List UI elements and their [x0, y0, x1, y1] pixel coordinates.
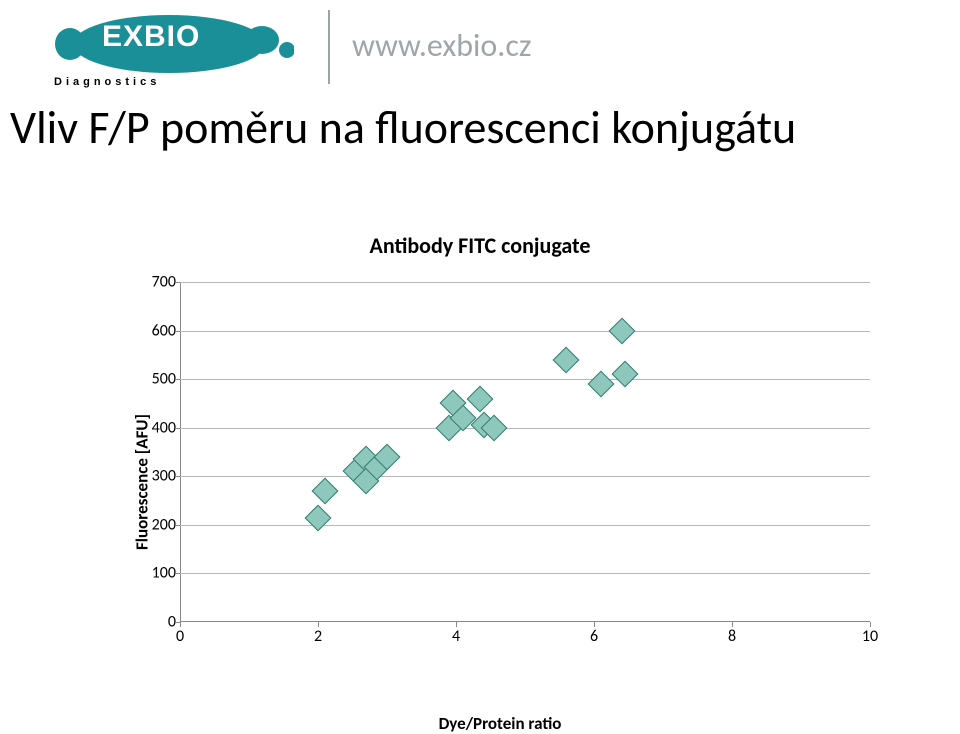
- y-tick-label: 400: [144, 418, 176, 437]
- gridline: [180, 331, 870, 332]
- x-tick-label: 6: [590, 627, 598, 646]
- y-tick-label: 300: [144, 467, 176, 486]
- x-tick-label: 10: [862, 627, 878, 646]
- x-tick-label: 4: [452, 627, 460, 646]
- y-tick-label: 600: [144, 321, 176, 340]
- gridline: [180, 282, 870, 283]
- data-point: [467, 385, 494, 412]
- diagnostics-label: Diagnostics: [54, 76, 160, 88]
- gridline: [180, 525, 870, 526]
- y-tick-mark: [175, 573, 180, 574]
- plot-area: 0246810: [180, 282, 870, 622]
- header-divider: [328, 10, 330, 84]
- y-tick-mark: [175, 379, 180, 380]
- y-tick-mark: [175, 331, 180, 332]
- y-tick-mark: [175, 282, 180, 283]
- header: EXBIO Diagnostics www.exbio.cz: [50, 14, 920, 114]
- x-tick-label: 0: [176, 627, 184, 646]
- chart: Fluorescence [AFU] Dye/Protein ratio 010…: [110, 282, 890, 682]
- y-tick-mark: [175, 525, 180, 526]
- data-point: [553, 346, 580, 373]
- x-tick-label: 8: [728, 627, 736, 646]
- logo-text-pre: EXBI: [102, 20, 176, 53]
- y-tick-label: 100: [144, 564, 176, 583]
- y-tick-label: 700: [144, 273, 176, 292]
- x-tick-label: 2: [314, 627, 322, 646]
- data-point: [608, 317, 635, 344]
- y-tick-mark: [175, 428, 180, 429]
- page: EXBIO Diagnostics www.exbio.cz Vliv F/P …: [0, 0, 960, 724]
- y-tick-label: 0: [144, 613, 176, 632]
- logo-text-o: O: [176, 20, 200, 54]
- data-point: [612, 361, 639, 388]
- logo-text: EXBIO: [102, 20, 200, 54]
- gridline: [180, 379, 870, 380]
- header-url: www.exbio.cz: [352, 26, 531, 65]
- data-point: [311, 477, 338, 504]
- gridline: [180, 573, 870, 574]
- chart-title: Antibody FITC conjugate: [0, 232, 960, 259]
- x-axis-line: [180, 621, 870, 622]
- data-point: [305, 504, 332, 531]
- gridline: [180, 476, 870, 477]
- y-axis-line: [180, 282, 181, 622]
- y-tick-mark: [175, 476, 180, 477]
- page-title: Vliv F/P poměru na fluorescenci konjugát…: [10, 100, 960, 156]
- y-tick-label: 200: [144, 515, 176, 534]
- gridline: [180, 428, 870, 429]
- y-tick-label: 500: [144, 370, 176, 389]
- data-point: [587, 371, 614, 398]
